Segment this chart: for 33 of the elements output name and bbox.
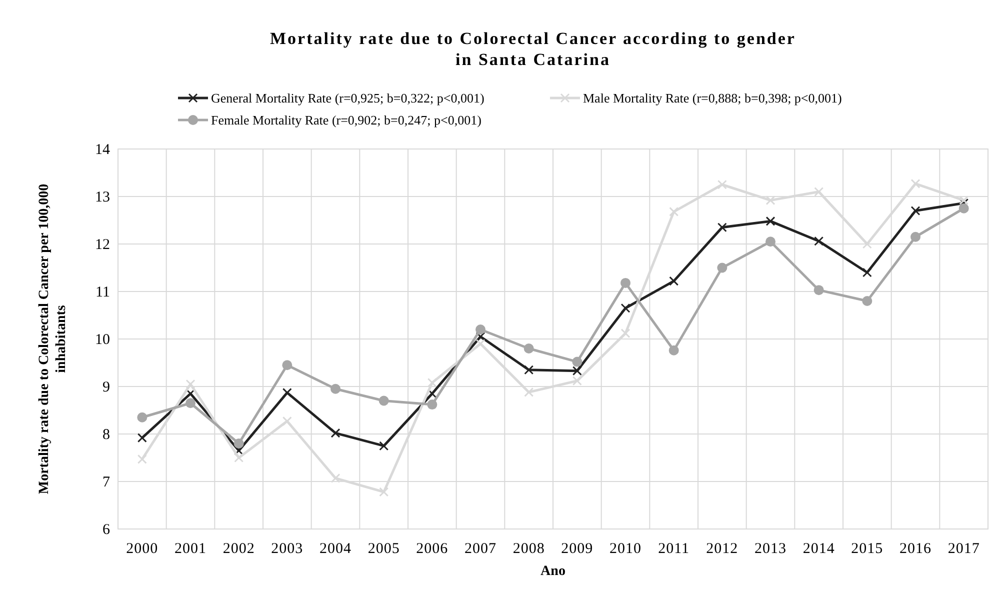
chart-title: Mortality rate due to Colorectal Cancer according to gender in Santa Catarina bbox=[270, 29, 796, 69]
y-tick-label: 13 bbox=[95, 190, 110, 206]
x-tick-label: 2009 bbox=[561, 541, 594, 557]
y-tick-label: 8 bbox=[102, 427, 110, 443]
x-tick-label: 2005 bbox=[368, 541, 400, 557]
x-tick-label: 2012 bbox=[706, 541, 738, 557]
legend-label: Male Mortality Rate (r=0,888; b=0,398; p<0,001) bbox=[583, 90, 842, 106]
x-tick-label: 2000 bbox=[126, 541, 158, 557]
legend-label: General Mortality Rate (r=0,925; b=0,322; p<0,001) bbox=[211, 90, 484, 106]
x-tick-label: 2004 bbox=[320, 541, 352, 557]
x-tick-label: 2014 bbox=[802, 541, 835, 557]
y-tick-label: 12 bbox=[95, 237, 110, 253]
x-tick-label: 2016 bbox=[900, 541, 932, 557]
x-tick-label: 2001 bbox=[174, 541, 206, 557]
y-tick-label: 7 bbox=[102, 474, 110, 490]
x-tick-label: 2002 bbox=[222, 541, 255, 557]
y-tick-label: 9 bbox=[102, 380, 110, 396]
x-tick-label: 2015 bbox=[851, 541, 884, 557]
x-axis-title: Ano bbox=[540, 564, 566, 579]
y-tick-label: 14 bbox=[95, 142, 110, 158]
x-tick-label: 2011 bbox=[658, 541, 690, 557]
y-tick-label: 6 bbox=[102, 522, 110, 538]
x-tick-label: 2017 bbox=[948, 541, 980, 557]
y-tick-label: 10 bbox=[95, 332, 110, 348]
y-axis-title: Mortality rate due to Colorectal Cancer per 100,000 inhabitants bbox=[37, 184, 69, 494]
y-tick-label: 11 bbox=[96, 284, 110, 300]
x-tick-label: 2007 bbox=[464, 541, 496, 557]
x-tick-label: 2013 bbox=[754, 541, 786, 557]
x-tick-label: 2003 bbox=[271, 541, 304, 557]
x-tick-label: 2008 bbox=[512, 541, 545, 557]
x-tick-label: 2006 bbox=[416, 541, 448, 557]
x-tick-label: 2010 bbox=[610, 541, 642, 557]
legend-label: Female Mortality Rate (r=0,902; b=0,247; p<0,001) bbox=[211, 112, 482, 128]
